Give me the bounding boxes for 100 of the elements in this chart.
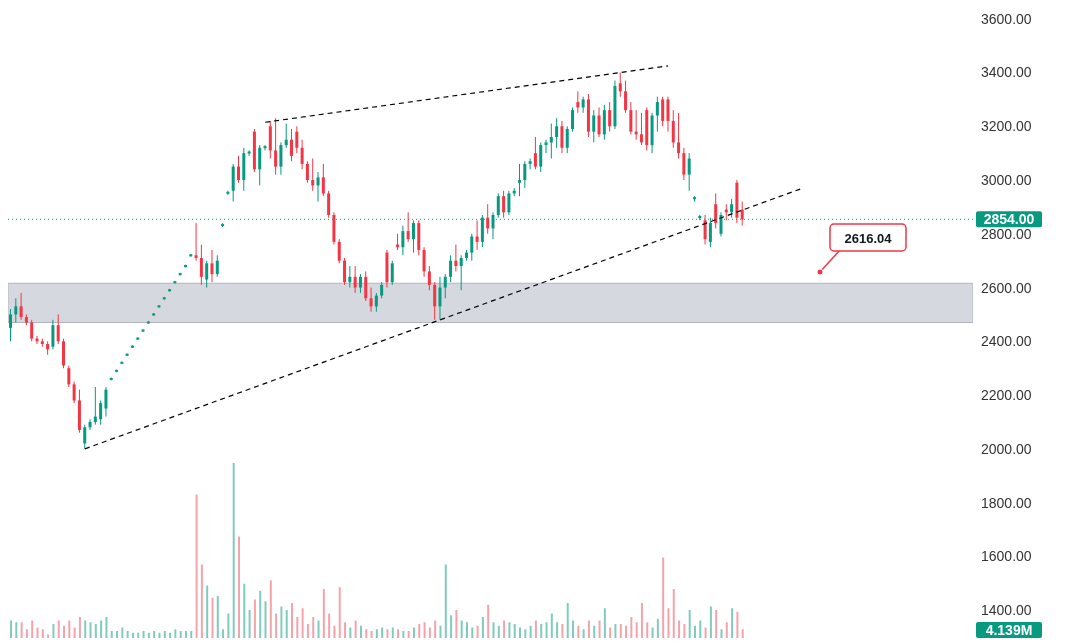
bar bbox=[275, 613, 278, 638]
bar bbox=[497, 625, 500, 638]
candlestick bbox=[597, 106, 601, 138]
candlestick bbox=[305, 160, 309, 184]
candlestick bbox=[449, 254, 453, 283]
candlestick bbox=[576, 90, 580, 114]
candlestick bbox=[411, 219, 415, 254]
candlestick bbox=[427, 265, 431, 291]
bar bbox=[725, 622, 728, 638]
bar bbox=[693, 625, 696, 638]
candlestick bbox=[295, 125, 299, 154]
bar bbox=[370, 631, 373, 638]
bar bbox=[190, 631, 193, 638]
bar bbox=[715, 610, 718, 638]
candlestick bbox=[549, 123, 553, 160]
bar bbox=[36, 627, 39, 638]
bar bbox=[322, 589, 325, 638]
y-tick-label: 2800.00 bbox=[981, 225, 1032, 242]
bar bbox=[142, 631, 145, 638]
bar bbox=[460, 620, 463, 638]
bar bbox=[640, 603, 643, 638]
bar bbox=[428, 627, 431, 638]
bar bbox=[121, 627, 124, 638]
bar bbox=[15, 622, 18, 638]
candlestick bbox=[9, 308, 12, 342]
bar bbox=[577, 625, 580, 638]
bar bbox=[519, 627, 522, 638]
bar bbox=[587, 620, 590, 638]
bar bbox=[328, 613, 331, 638]
bar bbox=[105, 617, 108, 638]
bar bbox=[455, 610, 458, 638]
bar bbox=[561, 624, 564, 638]
bar bbox=[662, 557, 665, 638]
bar bbox=[333, 625, 336, 638]
bar bbox=[651, 627, 654, 638]
y-tick-label: 2200.00 bbox=[981, 387, 1032, 404]
bar bbox=[359, 625, 362, 638]
bar bbox=[704, 627, 707, 638]
candlestick bbox=[316, 171, 320, 203]
candlestick bbox=[401, 225, 405, 256]
bar bbox=[94, 624, 97, 638]
y-tick-label: 1600.00 bbox=[981, 548, 1032, 565]
bar bbox=[222, 629, 225, 638]
annotation: 2616.04 bbox=[844, 231, 893, 246]
bar bbox=[741, 629, 744, 638]
candlestick bbox=[687, 152, 691, 192]
bar bbox=[317, 620, 320, 638]
candlestick bbox=[581, 96, 585, 114]
bar bbox=[344, 622, 347, 638]
bar bbox=[476, 625, 479, 638]
bar bbox=[683, 624, 686, 638]
candlestick bbox=[433, 281, 437, 321]
candlestick bbox=[93, 386, 97, 426]
candlestick bbox=[56, 313, 60, 345]
candlestick bbox=[730, 198, 734, 219]
bar bbox=[174, 629, 177, 638]
bar bbox=[709, 606, 712, 638]
bar bbox=[397, 629, 400, 638]
candlestick bbox=[284, 123, 288, 149]
y-tick-label: 3200.00 bbox=[981, 118, 1032, 135]
bar bbox=[450, 615, 453, 638]
bar bbox=[147, 632, 150, 638]
bar bbox=[153, 631, 156, 638]
candlestick bbox=[390, 260, 394, 286]
bar bbox=[625, 625, 628, 638]
candlestick bbox=[565, 125, 569, 154]
y-tick-label: 2400.00 bbox=[981, 333, 1032, 350]
bar bbox=[312, 617, 315, 638]
candlestick bbox=[104, 386, 108, 418]
y-tick-label: 1400.00 bbox=[981, 602, 1032, 619]
bar bbox=[248, 610, 251, 638]
bar bbox=[31, 620, 34, 638]
bar bbox=[720, 629, 723, 638]
bar bbox=[52, 624, 55, 638]
bar bbox=[487, 604, 490, 638]
candlestick bbox=[624, 80, 628, 114]
candlestick bbox=[677, 112, 681, 160]
candlestick bbox=[321, 163, 325, 197]
bar bbox=[481, 617, 484, 638]
bar bbox=[412, 627, 415, 638]
bar bbox=[195, 494, 198, 638]
bar bbox=[534, 620, 537, 638]
bar bbox=[471, 627, 474, 638]
bar bbox=[259, 590, 262, 638]
candlestick bbox=[443, 273, 447, 299]
candlestick bbox=[311, 158, 315, 192]
candlestick bbox=[353, 265, 357, 294]
candlestick bbox=[274, 117, 278, 176]
candlestick bbox=[199, 244, 203, 286]
bar bbox=[100, 620, 103, 638]
candlestick bbox=[51, 319, 55, 350]
candlestick bbox=[502, 190, 506, 219]
candlestick bbox=[682, 147, 686, 181]
candlestick bbox=[555, 117, 559, 149]
candlestick bbox=[99, 399, 103, 426]
bar bbox=[365, 629, 368, 638]
bar bbox=[84, 620, 87, 638]
candlestick bbox=[300, 139, 304, 170]
candlestick bbox=[194, 222, 198, 262]
candlestick bbox=[215, 254, 219, 278]
